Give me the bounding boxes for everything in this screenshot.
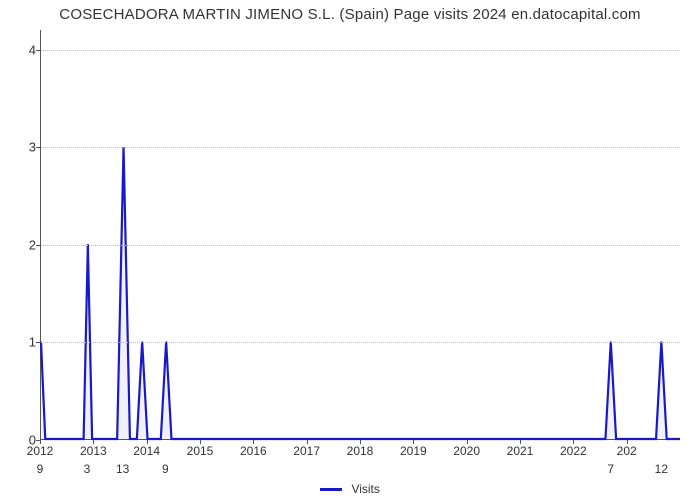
gridline: [41, 342, 680, 343]
y-tick-mark: [36, 245, 40, 246]
gridline: [41, 147, 680, 148]
x-tick-label: 2015: [187, 444, 214, 458]
x-tick-label: 2013: [80, 444, 107, 458]
gridline: [41, 245, 680, 246]
value-label: 3: [84, 462, 91, 476]
x-tick-label: 2014: [133, 444, 160, 458]
y-tick-mark: [36, 50, 40, 51]
legend-swatch: [320, 488, 342, 491]
value-label: 9: [162, 462, 169, 476]
value-label: 13: [116, 462, 129, 476]
value-label: 7: [607, 462, 614, 476]
x-tick-label: 2021: [507, 444, 534, 458]
visits-chart: COSECHADORA MARTIN JIMENO S.L. (Spain) P…: [0, 0, 700, 500]
x-tick-label: 202: [617, 444, 637, 458]
x-tick-label: 2018: [347, 444, 374, 458]
y-tick-label: 1: [6, 335, 36, 350]
x-tick-label: 2020: [453, 444, 480, 458]
y-tick-label: 4: [6, 42, 36, 57]
value-label: 9: [37, 462, 44, 476]
y-tick-label: 2: [6, 237, 36, 252]
x-tick-label: 2017: [293, 444, 320, 458]
y-tick-mark: [36, 342, 40, 343]
gridline: [41, 50, 680, 51]
plot-area: [40, 30, 680, 440]
legend: Visits: [0, 482, 700, 496]
y-tick-label: 3: [6, 140, 36, 155]
chart-title: COSECHADORA MARTIN JIMENO S.L. (Spain) P…: [0, 6, 700, 23]
value-label: 12: [655, 462, 668, 476]
x-tick-label: 2016: [240, 444, 267, 458]
y-tick-mark: [36, 147, 40, 148]
x-tick-label: 2022: [560, 444, 587, 458]
line-series: [41, 30, 680, 439]
x-tick-label: 2012: [27, 444, 54, 458]
x-tick-label: 2019: [400, 444, 427, 458]
legend-label: Visits: [351, 482, 379, 496]
